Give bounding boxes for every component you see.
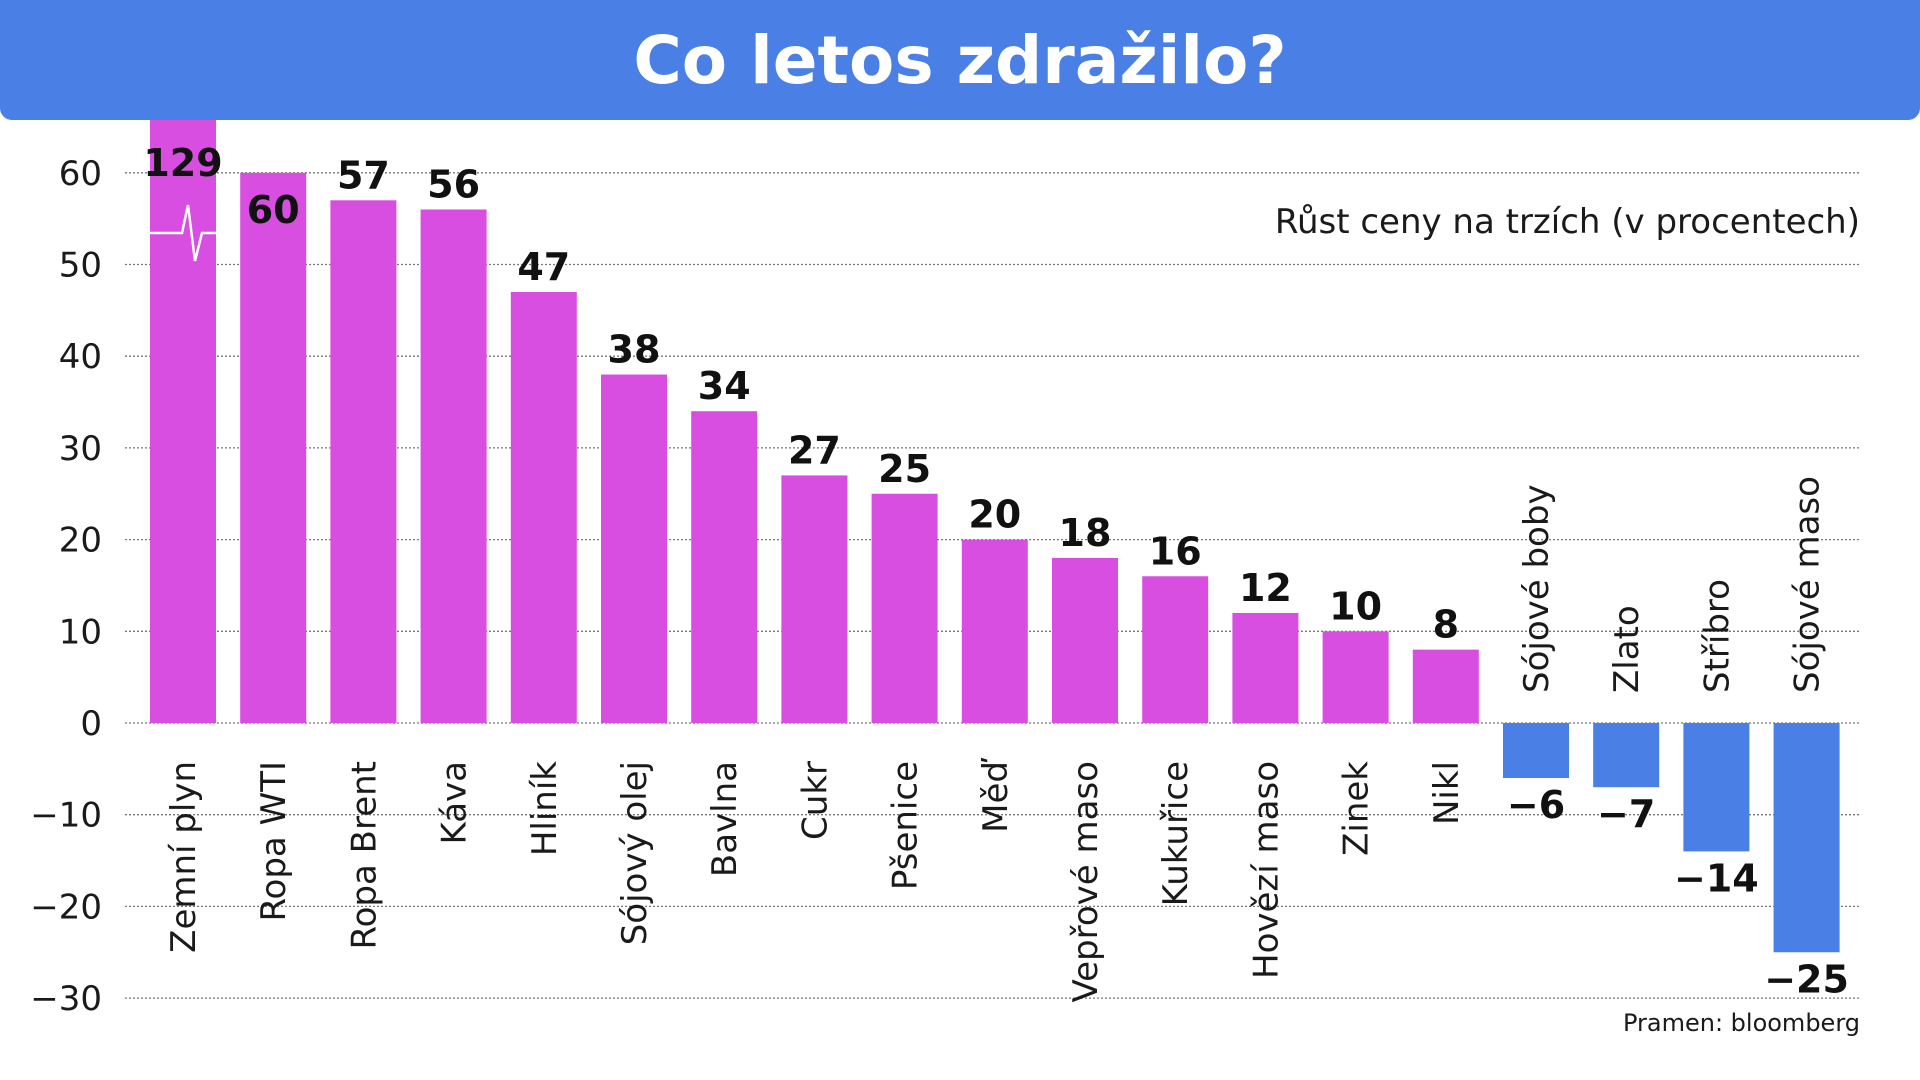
bar xyxy=(240,172,307,724)
category-labels: Zemní plyn Ropa WTI Ropa Brent Káva Hliník Só… xyxy=(164,476,1828,1002)
bar xyxy=(781,475,848,723)
y-tick-label: −10 xyxy=(30,796,102,836)
bar xyxy=(1412,649,1479,723)
value-label: 47 xyxy=(517,245,570,289)
category-label: Stříbro xyxy=(1697,579,1737,693)
value-label: 56 xyxy=(427,162,480,206)
y-tick-label: 50 xyxy=(59,246,102,286)
value-label: 25 xyxy=(878,447,931,491)
bar xyxy=(1503,723,1569,779)
value-label: 57 xyxy=(337,153,390,197)
bars xyxy=(150,120,1840,953)
bar xyxy=(510,292,577,723)
y-tick-label: 40 xyxy=(59,337,102,377)
category-label: Hovězí maso xyxy=(1246,761,1286,979)
y-tick-label: 10 xyxy=(59,612,102,652)
category-label: Zlato xyxy=(1607,605,1647,693)
bar xyxy=(871,493,938,723)
category-label: Zemní plyn xyxy=(164,761,204,953)
grid-layer xyxy=(125,172,1860,999)
value-label: −14 xyxy=(1674,856,1759,900)
value-label: 8 xyxy=(1433,603,1459,647)
y-tick-label: −30 xyxy=(30,979,102,1019)
y-tick-label: −20 xyxy=(30,887,102,927)
category-label: Cukr xyxy=(795,761,835,840)
category-label: Nikl xyxy=(1427,761,1467,825)
value-label: 20 xyxy=(968,493,1021,537)
value-label: 38 xyxy=(608,328,661,372)
category-label: Zinek xyxy=(1337,761,1377,856)
y-tick-label: 30 xyxy=(59,429,102,469)
value-label: −6 xyxy=(1507,783,1565,827)
value-label: 16 xyxy=(1149,529,1202,573)
y-tick-label: 60 xyxy=(59,154,102,194)
axis-break-mark xyxy=(150,204,216,262)
value-label: 60 xyxy=(247,188,300,232)
bar xyxy=(1773,723,1840,953)
category-label: Káva xyxy=(435,761,475,845)
category-label: Vepřové maso xyxy=(1066,761,1106,1002)
bar xyxy=(150,120,216,723)
bar xyxy=(1683,723,1750,852)
value-label: −25 xyxy=(1764,957,1849,1001)
chart-subtitle: Růst ceny na trzích (v procentech) xyxy=(1275,202,1860,242)
category-label: Sójový olej xyxy=(615,761,655,945)
bar xyxy=(691,411,758,723)
category-label: Měď xyxy=(976,758,1016,833)
category-label: Pšenice xyxy=(886,761,926,890)
category-label: Kukuřice xyxy=(1156,761,1196,906)
value-label: 18 xyxy=(1059,511,1112,555)
value-label: 12 xyxy=(1239,566,1292,610)
category-label: Hliník xyxy=(525,761,565,856)
value-label: −7 xyxy=(1597,792,1655,836)
value-label: 27 xyxy=(788,428,841,472)
value-label: 129 xyxy=(143,141,222,185)
bar xyxy=(1052,557,1118,723)
category-label: Ropa WTI xyxy=(254,761,294,922)
bar xyxy=(1593,723,1660,788)
value-labels: 129 60 57 56 47 38 34 27 25 20 18 16 12 10 8 −6 −7 −14 −25 xyxy=(143,141,1849,1001)
y-tick-label: 0 xyxy=(80,704,102,744)
y-axis-ticks: 60 50 40 30 20 10 0 −10 −20 −30 xyxy=(30,154,102,1019)
y-tick-label: 20 xyxy=(59,521,102,561)
bar xyxy=(420,209,487,724)
bar xyxy=(961,539,1028,723)
bar xyxy=(1142,576,1209,723)
category-label: Sójové boby xyxy=(1517,484,1557,693)
source-note: Pramen: bloomberg xyxy=(1623,1009,1860,1037)
bar xyxy=(1322,631,1389,723)
category-label: Bavlna xyxy=(705,761,745,877)
chart-title: Co letos zdražilo? xyxy=(633,21,1287,99)
bar xyxy=(330,200,397,723)
category-label: Sójové maso xyxy=(1788,476,1828,693)
title-banner: Co letos zdražilo? xyxy=(0,0,1920,120)
bar xyxy=(601,374,667,723)
value-label: 34 xyxy=(698,364,751,408)
category-label: Ropa Brent xyxy=(344,761,384,949)
bar xyxy=(1232,612,1299,723)
value-label: 10 xyxy=(1329,584,1382,628)
